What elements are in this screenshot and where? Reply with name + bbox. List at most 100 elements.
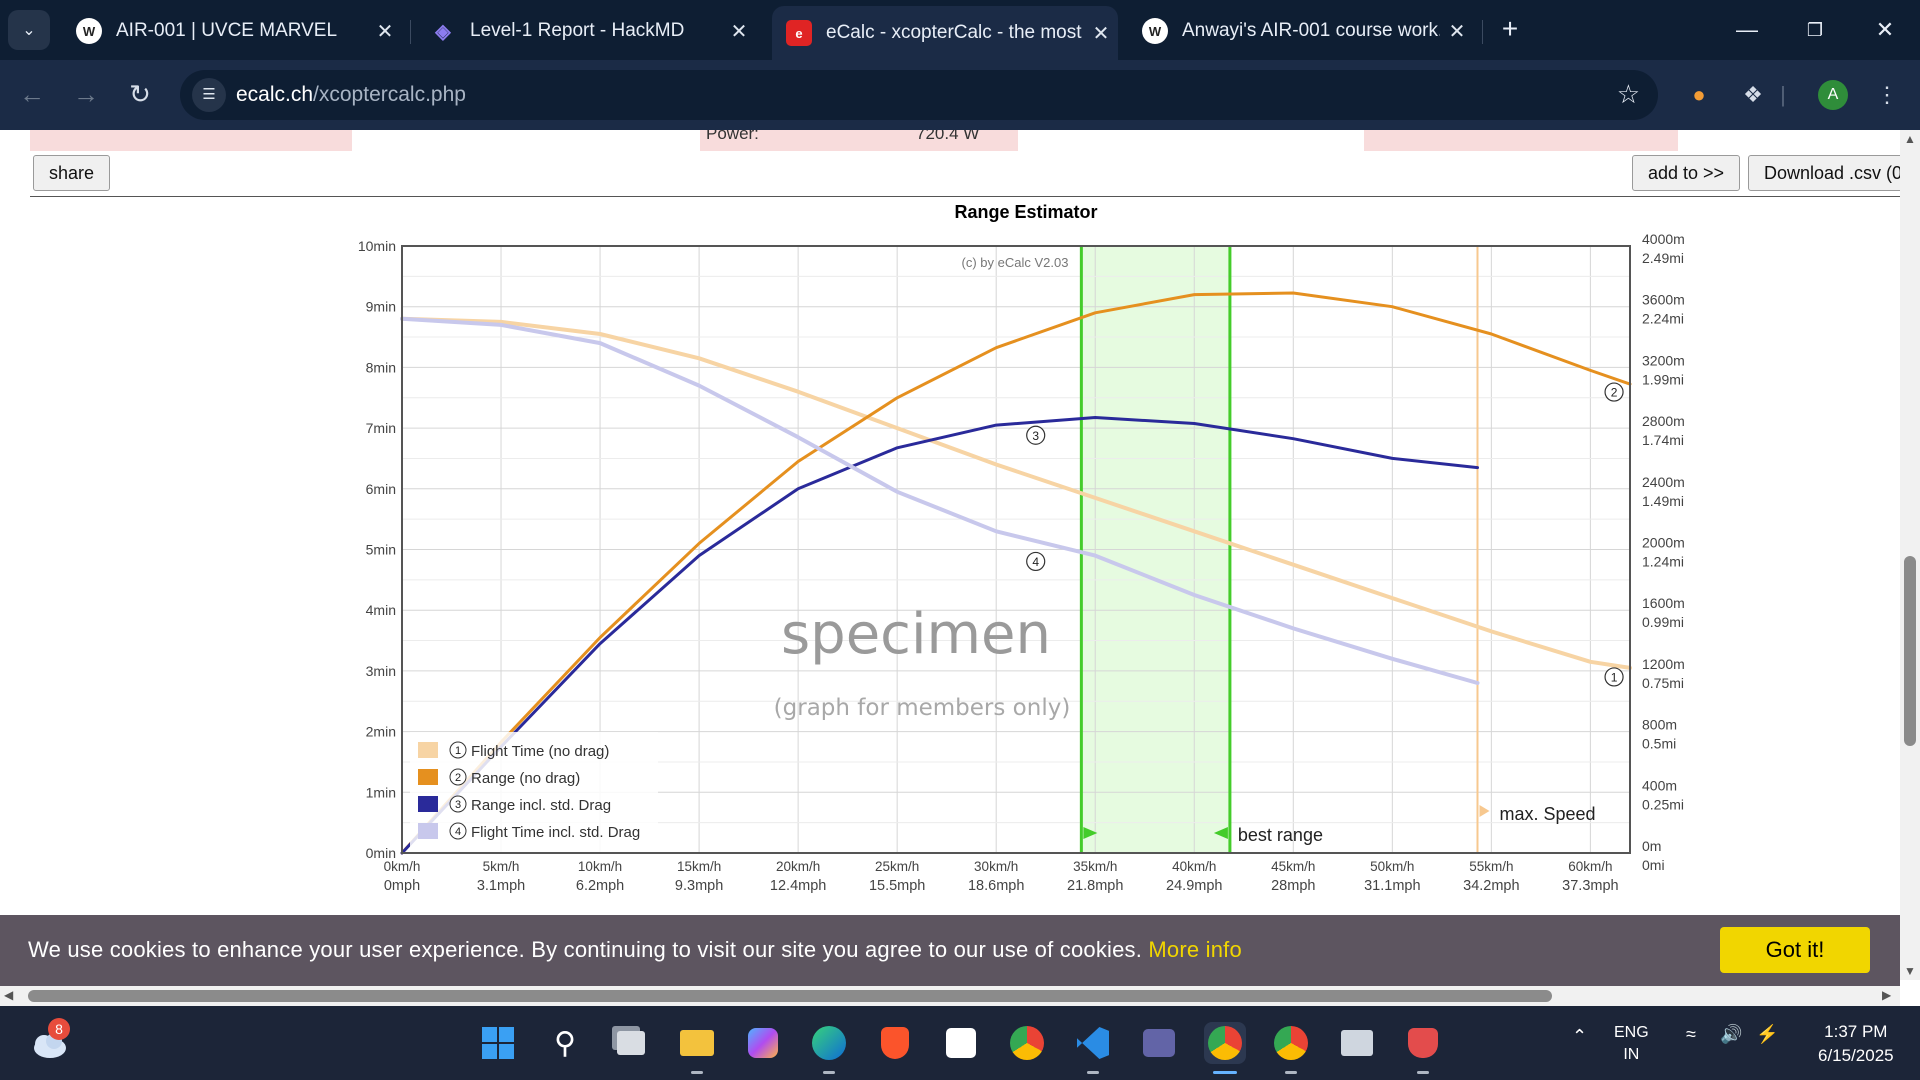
- git-client-icon[interactable]: [1402, 1022, 1444, 1074]
- best-range-end-arrow: [1213, 827, 1228, 839]
- download-csv-button[interactable]: Download .csv (0: [1748, 155, 1900, 191]
- site-info-icon[interactable]: ☰: [192, 78, 226, 112]
- horizontal-scrollbar[interactable]: ◀ ▶: [0, 986, 1900, 1006]
- close-icon[interactable]: ✕: [730, 20, 748, 43]
- chrome-profile-b-icon[interactable]: [1270, 1022, 1312, 1074]
- windows-start-icon[interactable]: [477, 1022, 519, 1064]
- scroll-left-icon[interactable]: ◀: [4, 988, 14, 1002]
- x-tick-label-kmh: 60km/h: [1568, 859, 1612, 874]
- x-tick-label-kmh: 15km/h: [677, 859, 721, 874]
- tab-title: eCalc - xcopterCalc - the most r: [826, 22, 1084, 43]
- back-icon[interactable]: ←: [19, 79, 45, 109]
- legend-marker-label: 2: [455, 772, 461, 784]
- scroll-up-icon[interactable]: ▲: [1904, 132, 1916, 146]
- legend-swatch-3: [418, 796, 438, 812]
- cookie-message: We use cookies to enhance your user expe…: [28, 937, 1242, 963]
- y-tick-label-mi: 0.25mi: [1642, 796, 1684, 812]
- tab-divider: [1482, 20, 1483, 44]
- search-icon[interactable]: ⚲: [554, 1026, 576, 1060]
- y-tick-label-min: 10min: [358, 238, 396, 254]
- x-tick-label-mph: 0mph: [384, 878, 420, 894]
- x-tick-label-mph: 31.1mph: [1364, 878, 1420, 894]
- language-indicator[interactable]: ENG IN: [1614, 1024, 1649, 1063]
- y-tick-label-m: 0m: [1642, 838, 1661, 854]
- ecalc-favicon-icon: e: [786, 20, 812, 46]
- file-explorer-icon[interactable]: [676, 1022, 718, 1074]
- share-button[interactable]: share: [33, 155, 111, 191]
- chrome-profile-a-icon[interactable]: [1204, 1022, 1246, 1074]
- copilot-icon[interactable]: [742, 1022, 784, 1064]
- new-tab-button[interactable]: +: [1501, 13, 1519, 44]
- wifi-icon[interactable]: ≈: [1686, 1024, 1696, 1044]
- x-tick-label-mph: 3.1mph: [477, 878, 525, 894]
- trello-icon[interactable]: [940, 1022, 982, 1064]
- close-icon[interactable]: ✕: [376, 20, 394, 43]
- vscode-icon[interactable]: [1072, 1022, 1114, 1074]
- y-tick-label-min: 6min: [366, 481, 396, 497]
- got-it-button[interactable]: Got it!: [1720, 927, 1870, 973]
- legend-swatch-4: [418, 823, 438, 839]
- vertical-scrollbar[interactable]: ▲ ▼: [1900, 130, 1920, 980]
- legend-marker-label: 1: [455, 745, 461, 757]
- packager-icon[interactable]: [1336, 1022, 1378, 1064]
- x-tick-label-kmh: 0km/h: [384, 859, 421, 874]
- power-value: 720.4 W: [916, 130, 980, 143]
- y-tick-label-m: 3200m: [1642, 352, 1685, 368]
- scroll-down-icon[interactable]: ▼: [1904, 964, 1916, 978]
- reload-icon[interactable]: ↻: [129, 79, 151, 109]
- volume-icon[interactable]: 🔊: [1720, 1024, 1743, 1044]
- best-range-start-arrow: [1083, 827, 1098, 839]
- legend-label-3: Range incl. std. Drag: [471, 797, 611, 814]
- more-info-link[interactable]: More info: [1148, 937, 1242, 962]
- bookmark-star-icon[interactable]: ☆: [1616, 79, 1640, 109]
- restore-icon[interactable]: ❐: [1806, 20, 1824, 40]
- tab-anwayi[interactable]: W Anwayi's AIR-001 course work. ✕: [1128, 8, 1474, 54]
- battery-icon[interactable]: ⚡: [1756, 1024, 1779, 1044]
- extension-icon[interactable]: ●: [1692, 82, 1706, 107]
- scroll-right-icon[interactable]: ▶: [1882, 988, 1892, 1002]
- plot-border: [401, 245, 1631, 854]
- forward-icon[interactable]: →: [73, 79, 99, 109]
- scrollbar-thumb[interactable]: [28, 990, 1552, 1002]
- y-tick-label-mi: 0.99mi: [1642, 614, 1684, 630]
- profile-avatar[interactable]: A: [1818, 80, 1848, 110]
- tab-title: Anwayi's AIR-001 course work.: [1182, 20, 1440, 41]
- brave-icon[interactable]: [874, 1022, 916, 1064]
- series-marker-2: [1604, 382, 1624, 402]
- y-tick-label-mi: 2.49mi: [1642, 250, 1684, 266]
- result-cell: [1364, 130, 1678, 151]
- y-tick-label-m: 1600m: [1642, 595, 1685, 611]
- y-tick-label-min: 7min: [366, 420, 396, 436]
- task-view-icon[interactable]: [610, 1022, 652, 1064]
- tab-hackmd[interactable]: ◈ Level-1 Report - HackMD ✕: [416, 8, 756, 54]
- show-hidden-icons-icon[interactable]: ⌃: [1572, 1026, 1588, 1046]
- system-clock[interactable]: 1:37 PM 6/15/2025: [1818, 1022, 1894, 1065]
- tab-air001[interactable]: W AIR-001 | UVCE MARVEL ✕: [62, 8, 402, 54]
- series-line-2: [400, 291, 1632, 855]
- extensions-puzzle-icon[interactable]: ❖: [1743, 82, 1763, 107]
- minimize-icon[interactable]: —: [1736, 17, 1758, 42]
- page-content: Power: 720.4 W share add to >> Download …: [0, 130, 1900, 915]
- series-line-4: [400, 316, 1480, 685]
- y-tick-label-m: 2000m: [1642, 535, 1685, 551]
- window-close-icon[interactable]: ✕: [1875, 17, 1895, 42]
- close-icon[interactable]: ✕: [1092, 22, 1110, 45]
- address-bar[interactable]: ☰ ecalc.ch/xcoptercalc.php ☆: [180, 70, 1658, 120]
- chrome-icon[interactable]: [1006, 1022, 1048, 1064]
- tab-ecalc[interactable]: e eCalc - xcopterCalc - the most r ✕: [772, 6, 1118, 60]
- add-to-button[interactable]: add to >>: [1632, 155, 1741, 191]
- marvel-favicon-icon: W: [76, 18, 102, 44]
- more-menu-icon[interactable]: ⋮: [1876, 82, 1898, 107]
- tab-title: Level-1 Report - HackMD: [470, 20, 685, 41]
- edge-icon[interactable]: [808, 1022, 850, 1074]
- legend-label-2: Range (no drag): [471, 770, 580, 787]
- teams-icon[interactable]: [1138, 1022, 1180, 1064]
- x-tick-label-kmh: 40km/h: [1172, 859, 1216, 874]
- y-tick-label-mi: 1.49mi: [1642, 493, 1684, 509]
- scrollbar-thumb[interactable]: [1904, 556, 1916, 746]
- tab-search-button[interactable]: ⌄: [8, 10, 50, 50]
- url-domain: ecalc.ch: [236, 83, 314, 106]
- url-text[interactable]: ecalc.ch/xcoptercalc.php: [236, 83, 466, 107]
- close-icon[interactable]: ✕: [1448, 20, 1466, 43]
- y-tick-label-min: 1min: [366, 784, 396, 800]
